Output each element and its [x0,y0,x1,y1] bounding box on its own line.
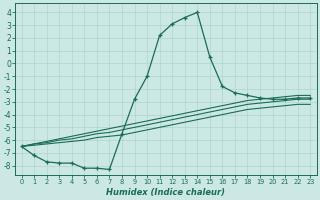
X-axis label: Humidex (Indice chaleur): Humidex (Indice chaleur) [106,188,225,197]
